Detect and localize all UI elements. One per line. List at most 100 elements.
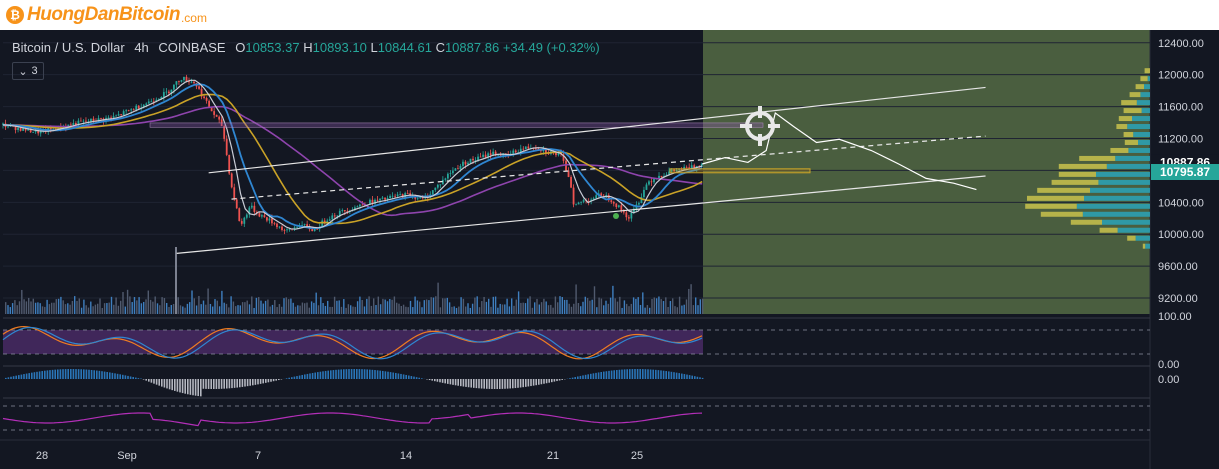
candle: [175, 81, 178, 85]
candle: [353, 207, 356, 210]
volume-profile-bar: [1118, 116, 1132, 122]
volume-bar: [170, 304, 172, 314]
candle: [653, 178, 655, 183]
macd-bar: [202, 379, 205, 389]
macd-bar: [350, 369, 353, 379]
macd-bar: [174, 379, 176, 391]
macd-bar: [535, 379, 537, 386]
macd-bar: [400, 373, 402, 379]
volume-bar: [269, 306, 271, 314]
stochastic-k-line: [2, 326, 703, 360]
volume-bar: [416, 300, 419, 314]
volume-bar: [674, 306, 676, 314]
candle: [643, 189, 645, 198]
candle: [542, 149, 545, 152]
volume-bar: [186, 303, 189, 314]
volume-bar: [241, 302, 244, 314]
volume-bar: [230, 296, 232, 314]
brand-logo[interactable]: ₿ HuongDanBitcoin .com: [6, 4, 207, 26]
macd-bar: [155, 379, 158, 385]
volume-profile-bar: [1090, 187, 1150, 193]
change-value: +34.49 (+0.32%): [502, 40, 600, 55]
volume-bar: [605, 300, 607, 314]
volume-bar: [239, 305, 241, 314]
volume-bar: [23, 299, 25, 314]
macd-bar: [358, 369, 361, 379]
macd-bar: [215, 379, 218, 389]
candle: [472, 158, 474, 161]
volume-profile-bar: [1058, 171, 1096, 177]
candle: [439, 184, 442, 186]
candle: [607, 195, 610, 201]
macd-bar: [527, 379, 530, 387]
macd-bar: [64, 369, 67, 379]
volume-bar: [637, 297, 639, 314]
macd-bar: [124, 375, 127, 379]
volume-bar: [409, 300, 412, 314]
volume-bar: [563, 299, 566, 314]
macd-bar: [616, 369, 618, 379]
volume-bar: [69, 304, 71, 314]
macd-bar: [122, 374, 124, 379]
volume-bar: [221, 290, 223, 314]
macd-bar: [223, 379, 225, 389]
macd-bar: [142, 379, 145, 380]
volume-bar: [292, 302, 294, 314]
volume-bar: [596, 307, 598, 314]
candle: [416, 198, 419, 200]
candle: [459, 165, 462, 170]
volume-bar: [85, 305, 87, 314]
macd-bar: [332, 370, 335, 379]
candle: [326, 220, 329, 223]
volume-bar: [414, 296, 416, 314]
candle: [311, 229, 314, 232]
candle: [147, 101, 150, 104]
macd-bar: [93, 370, 95, 379]
volume-bar: [57, 298, 60, 314]
macd-bar: [636, 369, 639, 379]
candle: [233, 187, 236, 200]
volume-bar: [412, 307, 414, 314]
volume-bar: [147, 290, 149, 314]
volume-bar: [228, 307, 230, 314]
volume-bar: [676, 307, 678, 314]
macd-bar: [85, 369, 88, 379]
macd-bar: [538, 379, 540, 385]
volume-bar: [474, 297, 476, 314]
volume-bar: [340, 306, 343, 314]
volume-bar: [690, 284, 692, 314]
macd-bar: [369, 369, 371, 379]
macd-bar: [532, 379, 535, 386]
volume-bar: [368, 296, 370, 314]
symbol-title[interactable]: Bitcoin / U.S. Dollar: [12, 40, 125, 55]
indicator-collapse-button[interactable]: ⌄ 3: [12, 62, 44, 80]
macd-bar: [701, 377, 704, 379]
candle: [331, 215, 334, 220]
macd-bar: [301, 374, 303, 379]
interval-label[interactable]: 4h: [134, 40, 149, 55]
volume-bar: [235, 306, 237, 314]
macd-bar: [119, 374, 121, 379]
macd-bar: [327, 370, 329, 379]
volume-bar: [379, 304, 382, 314]
macd-bar: [75, 369, 77, 379]
volume-profile-bar: [1133, 132, 1150, 138]
macd-bar: [176, 379, 179, 392]
candle: [469, 158, 472, 163]
macd-bar: [673, 372, 675, 379]
macd-bar: [556, 379, 558, 382]
price-chart[interactable]: 12400.0012000.0011600.0011200.0010800.00…: [0, 30, 1219, 469]
macd-bar: [665, 371, 667, 379]
macd-bar: [639, 369, 641, 379]
volume-bar: [366, 298, 368, 314]
candle: [374, 199, 376, 204]
candle: [512, 150, 515, 154]
volume-bar: [306, 302, 308, 314]
macd-bar: [132, 377, 134, 379]
volume-bar: [223, 302, 225, 314]
candle: [110, 117, 112, 119]
macd-bar: [288, 377, 290, 379]
macd-bar: [275, 379, 277, 381]
candle: [384, 197, 386, 200]
volume-bar: [612, 285, 614, 314]
